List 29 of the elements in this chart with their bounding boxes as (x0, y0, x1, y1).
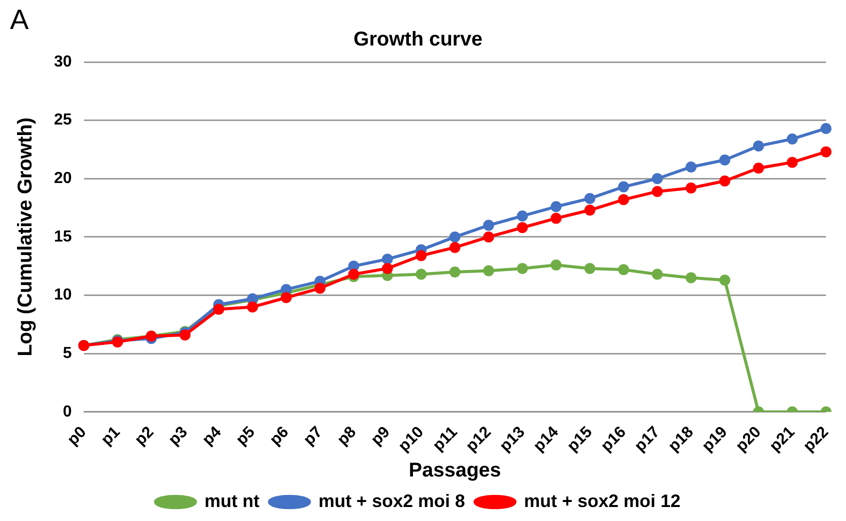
x-tick-label: p19 (699, 424, 731, 456)
y-tick-label: 20 (54, 170, 72, 188)
y-tick-label: 30 (54, 53, 72, 70)
y-tick-label: 25 (54, 112, 72, 129)
legend-label: mut nt (204, 490, 260, 511)
y-tick-label: 5 (62, 345, 72, 362)
x-tick-label: p9 (368, 424, 394, 449)
legend-label: mut + sox2 moi 12 (524, 490, 681, 511)
x-tick-label: p6 (266, 424, 292, 449)
x-tick-label: p20 (732, 424, 765, 456)
x-tick-label: p7 (300, 424, 326, 449)
x-tick-label: p5 (233, 424, 258, 449)
x-tick-label: p1 (98, 424, 124, 449)
x-tick-label: p10 (396, 424, 428, 456)
y-tick-label: 15 (54, 228, 72, 246)
x-tick-label: p0 (64, 424, 90, 449)
x-tick-label: p21 (766, 424, 798, 456)
legend-label: mut + sox2 moi 8 (318, 490, 465, 511)
y-tick-label: 0 (62, 403, 72, 420)
y-axis-title: Log (Cumulative Growth) (14, 118, 37, 356)
x-tick-label: p3 (166, 424, 192, 449)
text: A (10, 4, 29, 36)
x-tick-label: p11 (430, 424, 461, 455)
y-tick-label: 10 (54, 286, 72, 304)
x-tick-label: p8 (334, 424, 360, 449)
x-tick-label: p2 (132, 424, 158, 449)
chart-title: Growth curve (354, 28, 482, 51)
x-axis-title: Passages (408, 460, 502, 482)
x-tick-label: p4 (199, 424, 225, 449)
